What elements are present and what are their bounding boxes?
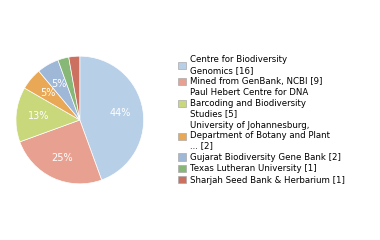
Text: 5%: 5% <box>40 88 56 98</box>
Wedge shape <box>69 56 80 120</box>
Wedge shape <box>25 71 80 120</box>
Text: 44%: 44% <box>110 108 131 118</box>
Text: 13%: 13% <box>28 111 49 121</box>
Wedge shape <box>80 56 144 180</box>
Wedge shape <box>58 57 80 120</box>
Legend: Centre for Biodiversity
Genomics [16], Mined from GenBank, NCBI [9], Paul Hebert: Centre for Biodiversity Genomics [16], M… <box>177 54 346 186</box>
Text: 25%: 25% <box>51 153 73 163</box>
Text: 5%: 5% <box>51 79 67 89</box>
Wedge shape <box>16 88 80 142</box>
Wedge shape <box>20 120 101 184</box>
Wedge shape <box>39 60 80 120</box>
